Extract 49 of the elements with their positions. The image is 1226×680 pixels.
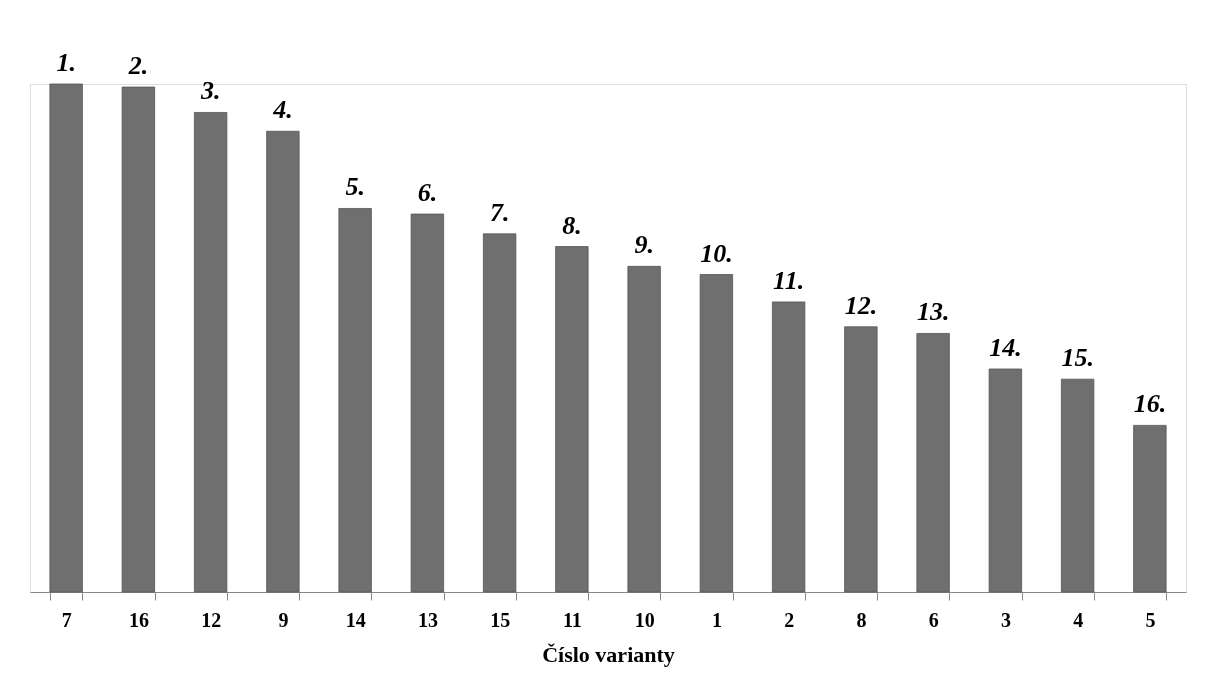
annotation: 11. bbox=[773, 265, 805, 295]
annotation: 6. bbox=[417, 178, 438, 208]
annotation: 9. bbox=[634, 230, 654, 260]
bar bbox=[916, 333, 950, 593]
bar bbox=[1060, 378, 1095, 593]
annotation: 15. bbox=[1061, 343, 1094, 373]
bar bbox=[627, 265, 661, 593]
bar bbox=[771, 301, 806, 593]
bar bbox=[410, 213, 445, 593]
x-tick-label: 10 bbox=[634, 608, 655, 631]
bar bbox=[193, 112, 228, 593]
annotation: 14. bbox=[989, 332, 1022, 362]
x-tick-label: 12 bbox=[201, 608, 222, 631]
x-tick-label: 14 bbox=[345, 608, 366, 631]
x-tick-label: 13 bbox=[417, 608, 438, 631]
x-tick-label: 7 bbox=[61, 608, 72, 631]
bar bbox=[266, 130, 300, 593]
x-tick-label: 16 bbox=[128, 608, 149, 631]
bar bbox=[699, 274, 734, 593]
annotation: 5. bbox=[345, 172, 365, 202]
annotation: 1. bbox=[56, 48, 76, 77]
bar bbox=[338, 208, 372, 593]
bar bbox=[49, 83, 83, 593]
x-tick-label: 8 bbox=[856, 608, 867, 631]
annotation: 3. bbox=[199, 76, 221, 106]
x-tick-label: 9 bbox=[278, 608, 289, 631]
bar bbox=[555, 246, 589, 593]
x-tick-label: 11 bbox=[562, 608, 582, 631]
bar bbox=[482, 233, 517, 593]
x-axis-title: Číslo varianty bbox=[542, 641, 675, 667]
bar bbox=[844, 326, 878, 593]
x-tick-label: 6 bbox=[928, 608, 939, 631]
bar bbox=[121, 86, 156, 593]
annotation: 8. bbox=[562, 210, 582, 240]
x-tick-label: 1 bbox=[711, 608, 722, 631]
annotation: 13. bbox=[916, 297, 950, 327]
annotation: 12. bbox=[844, 290, 878, 320]
x-tick-label: 5 bbox=[1145, 608, 1156, 631]
x-tick-label: 3 bbox=[1000, 608, 1011, 631]
annotation: 16. bbox=[1133, 389, 1167, 419]
annotation: 2. bbox=[127, 51, 149, 81]
annotation: 4. bbox=[272, 95, 293, 125]
annotation: 7. bbox=[489, 197, 510, 227]
bar bbox=[1133, 424, 1167, 593]
annotation: 10. bbox=[700, 238, 733, 268]
x-tick-label: 2 bbox=[784, 608, 795, 631]
x-tick-label: 15 bbox=[490, 608, 511, 631]
x-tick-label: 4 bbox=[1073, 608, 1084, 631]
bar bbox=[988, 368, 1023, 593]
